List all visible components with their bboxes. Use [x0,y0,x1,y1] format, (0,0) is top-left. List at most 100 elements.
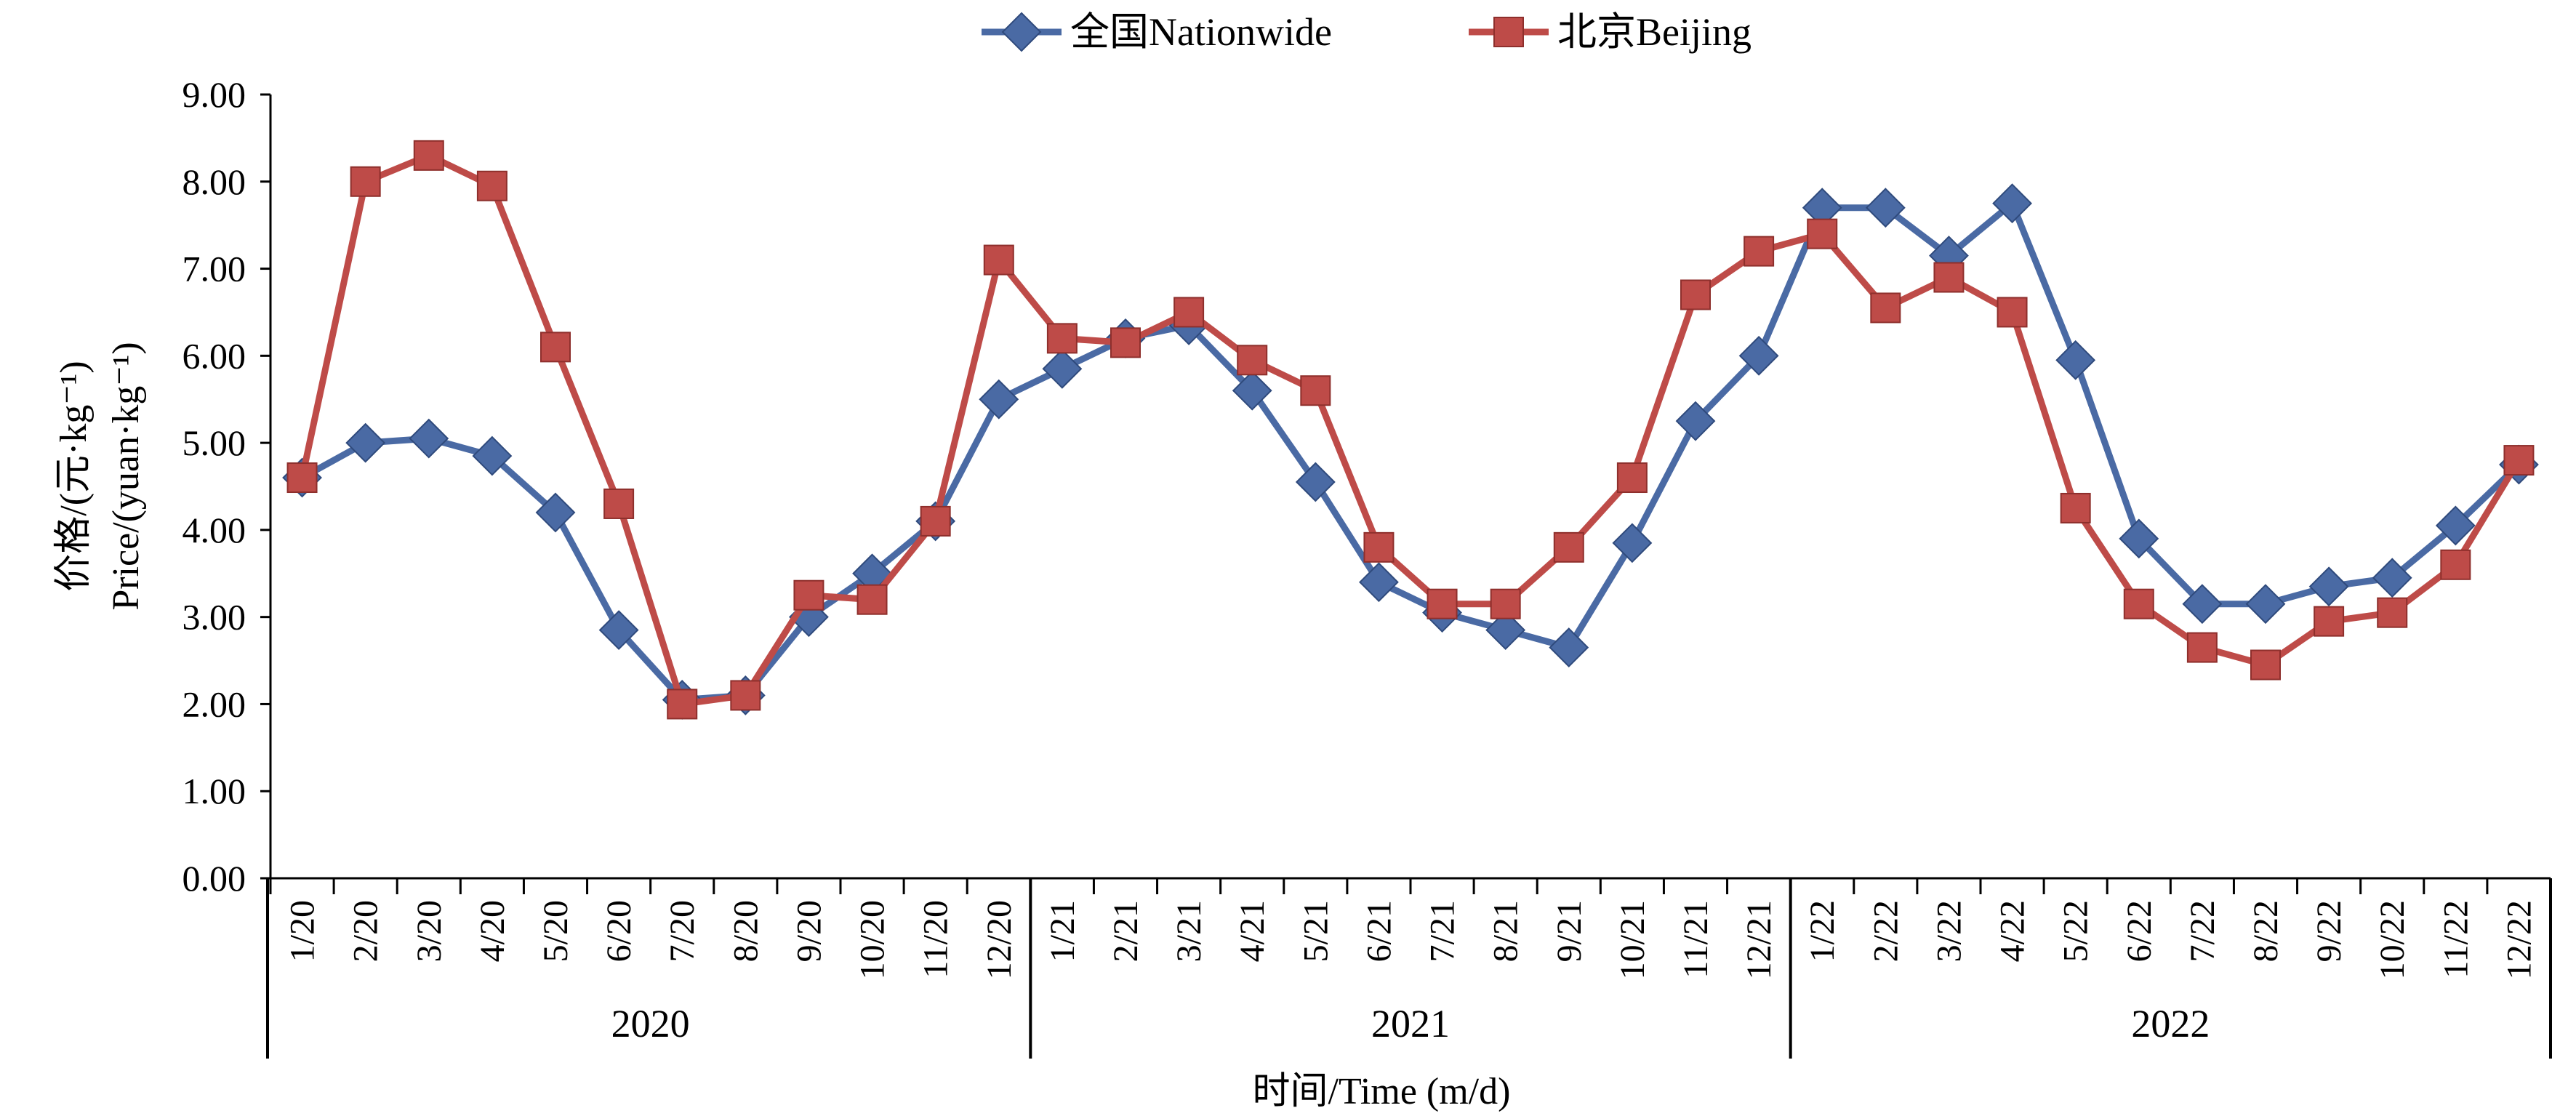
data-point-1 [2186,632,2218,663]
data-point-0 [1485,610,1526,651]
data-point-1 [1997,297,2028,328]
y-axis-title-line1: 价格/(元·kg⁻¹) [53,361,95,591]
data-point-0 [2245,584,2286,625]
x-tick-label: 2/21 [1107,900,1145,962]
x-tick-label: 8/20 [726,900,765,962]
data-point-1 [1427,588,1458,619]
data-point-1 [667,689,698,720]
x-tick-label: 3/22 [1930,900,1968,962]
x-tick-label: 12/22 [2500,900,2538,979]
data-point-0 [2182,584,2223,625]
y-axis-title-line2: Price/(yuan·kg⁻¹) [105,342,147,610]
x-tick-label: 1/21 [1043,900,1082,962]
data-point-0 [345,422,386,463]
data-point-1 [2123,588,2154,619]
data-point-0 [598,610,639,651]
x-tick-label: 10/21 [1613,900,1652,979]
series-group [282,140,2539,720]
data-point-1 [1933,262,1965,293]
x-tick-label: 11/20 [917,900,955,979]
year-label: 2022 [2131,1002,2210,1045]
data-point-0 [409,418,449,459]
y-tick-label: 4.00 [182,510,246,550]
legend-marker [1493,17,1524,47]
data-point-0 [979,379,1019,419]
data-point-0 [1992,183,2032,224]
legend-item-1: 北京Beijing [1469,10,1752,54]
legend-label: 全国Nationwide [1070,10,1332,54]
data-point-1 [856,584,888,615]
data-point-0 [2435,505,2476,546]
data-point-1 [2503,445,2535,476]
y-tick-label: 8.00 [182,161,246,202]
data-point-0 [535,492,576,533]
y-tick-label: 2.00 [182,683,246,724]
data-point-1 [1616,462,1648,494]
data-point-0 [2372,558,2412,598]
x-axis-title: 时间/Time (m/d) [1253,1071,1511,1112]
x-tick-label: 8/22 [2247,900,2285,962]
data-point-1 [1870,292,1901,324]
x-tick-label: 11/21 [1677,900,1715,979]
x-tick-label: 7/22 [2183,900,2222,962]
y-tick-label: 6.00 [182,335,246,376]
x-tick-label: 6/20 [600,900,638,962]
data-point-1 [286,462,318,494]
data-point-1 [920,505,951,537]
data-point-1 [540,332,571,363]
data-point-0 [2119,518,2159,559]
x-tick-label: 2/20 [347,900,385,962]
x-tick-label: 4/21 [1233,900,1272,962]
data-point-1 [1490,588,1521,619]
data-point-0 [1549,627,1589,668]
x-tick-label: 10/20 [854,900,892,979]
data-point-1 [1680,279,1711,310]
year-label: 2020 [611,1002,690,1045]
series-line-1 [299,152,2522,707]
x-tick-label: 11/22 [2436,900,2475,979]
data-point-1 [1807,218,1838,249]
data-point-0 [1865,188,1906,228]
data-point-0 [2055,340,2096,380]
data-point-0 [1675,401,1716,441]
data-point-1 [413,140,444,171]
x-tick-label: 9/20 [790,900,828,962]
data-point-1 [603,488,635,519]
data-point-1 [1110,327,1141,358]
legend-item-0: 全国Nationwide [982,10,1332,54]
x-tick-label: 12/21 [1740,900,1778,979]
data-point-1 [1046,323,1078,354]
x-tick-label: 9/21 [1550,900,1589,962]
data-point-1 [1363,531,1395,563]
x-tick-label: 7/20 [663,900,702,962]
x-tick-label: 8/21 [1487,900,1525,962]
x-tick-label: 5/20 [537,900,575,962]
y-tick-label: 5.00 [182,422,246,463]
x-tick-label: 5/22 [2057,900,2095,962]
x-tick-label: 5/21 [1296,900,1335,962]
data-point-1 [730,680,761,711]
data-point-1 [2314,606,2345,637]
x-tick-label: 4/20 [473,900,512,962]
data-point-1 [2250,649,2281,681]
data-point-1 [2440,549,2471,580]
y-tick-label: 7.00 [182,249,246,289]
data-point-0 [1295,462,1336,502]
year-label: 2021 [1371,1002,1450,1045]
series-1 [286,140,2535,720]
x-axis: 1/20 2/20 3/20 4/20 5/20 6/20 7/20 8/20 9/20 10/2… [266,877,2552,1059]
x-tick-label: 10/22 [2373,900,2412,979]
data-point-1 [2060,492,2091,523]
y-axis: 0.00 1.00 2.00 3.00 4.00 5.00 6.00 7.00 8.00 9.00 [182,74,272,899]
data-point-1 [793,579,824,611]
x-tick-label: 4/22 [1994,900,2032,962]
y-tick-label: 1.00 [182,771,246,811]
data-point-1 [983,244,1014,276]
x-tick-label: 9/22 [2310,900,2348,962]
legend: 全国Nationwide 北京Beijing [982,10,1752,54]
data-point-1 [1237,345,1268,376]
y-tick-label: 0.00 [182,858,246,899]
x-tick-label: 6/21 [1360,900,1398,962]
x-tick-label: 1/22 [1803,900,1842,962]
